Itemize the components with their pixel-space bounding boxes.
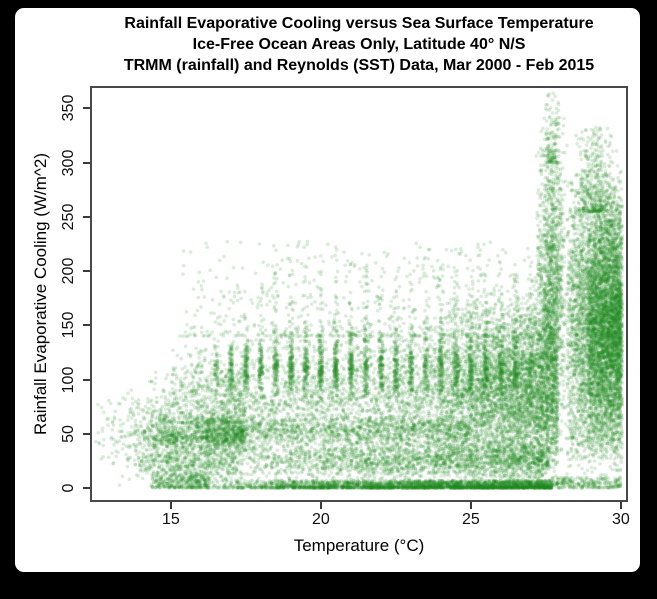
x-tick-mark — [319, 502, 322, 509]
figure-card: Rainfall Evaporative Cooling versus Sea … — [15, 8, 640, 572]
y-tick-mark — [83, 432, 90, 435]
y-tick-label: 150 — [60, 311, 77, 339]
chart-title-line-2: Ice-Free Ocean Areas Only, Latitude 40° … — [192, 36, 526, 53]
y-tick-mark — [83, 161, 90, 164]
x-tick-label: 30 — [611, 511, 630, 528]
y-tick-label: 350 — [60, 95, 77, 122]
y-tick-label: 100 — [60, 366, 77, 393]
y-tick-mark — [83, 378, 90, 381]
y-tick-mark — [83, 486, 90, 489]
y-tick-label: 250 — [60, 203, 77, 231]
y-tick-label: 300 — [60, 149, 77, 177]
y-axis-label: Rainfall Evaporative Cooling (W/m^2) — [31, 153, 50, 435]
y-tick-mark — [83, 324, 90, 327]
x-axis-label: Temperature (°C) — [293, 536, 425, 555]
chart-title-line-3: TRMM (rainfall) and Reynolds (SST) Data,… — [123, 57, 595, 74]
x-tick-label: 25 — [461, 511, 480, 528]
chart-title-line-1: Rainfall Evaporative Cooling versus Sea … — [124, 15, 594, 32]
y-tick-label: 200 — [60, 257, 77, 285]
plot-frame — [90, 86, 628, 502]
y-tick-mark — [83, 107, 90, 110]
x-tick-mark — [169, 502, 172, 509]
chart-title: Rainfall Evaporative Cooling versus Sea … — [92, 13, 626, 76]
x-tick-label: 15 — [161, 511, 180, 528]
y-tick-label: 50 — [60, 424, 77, 443]
y-tick-mark — [83, 270, 90, 273]
x-tick-label: 20 — [311, 511, 330, 528]
y-tick-mark — [83, 215, 90, 218]
y-tick-label: 0 — [60, 483, 77, 493]
x-tick-mark — [469, 502, 472, 509]
x-tick-mark — [619, 502, 622, 509]
scatter-canvas — [92, 88, 626, 500]
